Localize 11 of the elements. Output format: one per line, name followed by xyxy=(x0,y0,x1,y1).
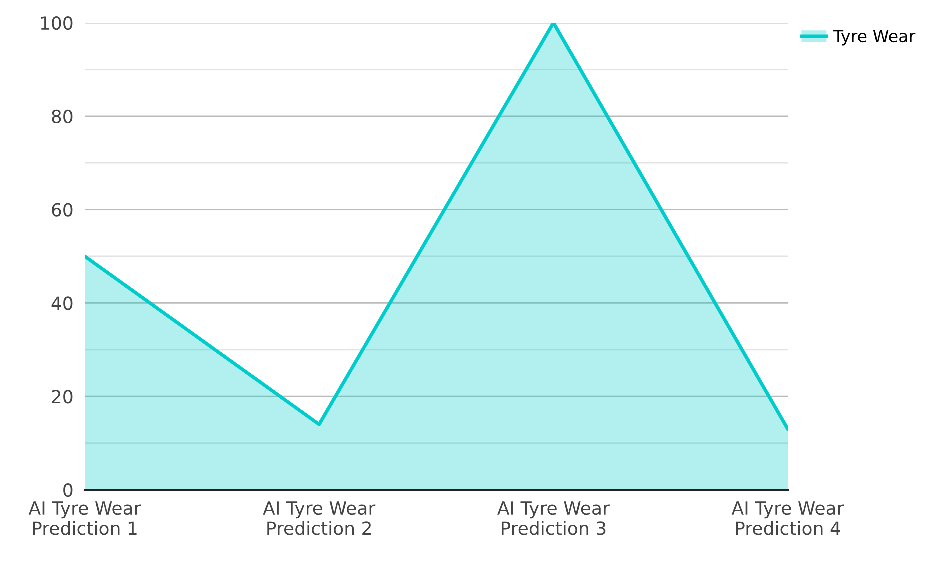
x-tick-label: AI Tyre Wear Prediction 3 xyxy=(498,502,610,536)
y-tick-label: 0 xyxy=(64,483,73,498)
x-tick-label: AI Tyre Wear Prediction 1 xyxy=(28,502,142,536)
y-tick-label: 20 xyxy=(52,390,73,404)
y-tick-label: 80 xyxy=(52,110,73,124)
legend-label: Tyre Wear xyxy=(833,30,916,46)
y-tick-label: 100 xyxy=(41,16,73,30)
y-tick-label: 40 xyxy=(52,296,73,310)
x-tick-label: AI Tyre Wear Prediction 2 xyxy=(263,502,376,536)
y-tick-label: 60 xyxy=(52,203,73,217)
x-tick-label: AI Tyre Wear Prediction 4 xyxy=(732,502,844,536)
